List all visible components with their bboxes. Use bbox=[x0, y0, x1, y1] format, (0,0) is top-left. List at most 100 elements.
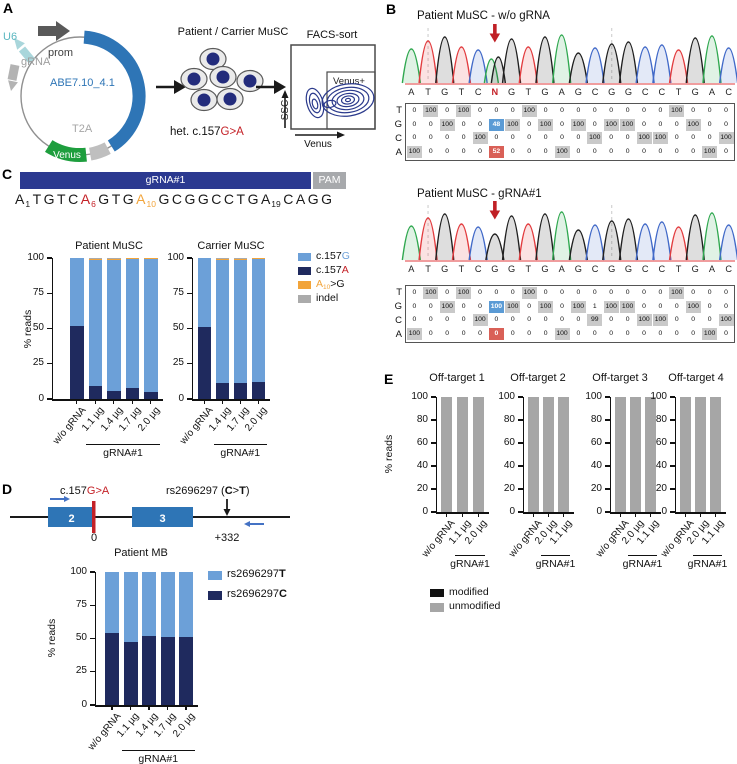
x-axis bbox=[51, 399, 163, 401]
y-tick bbox=[517, 465, 523, 467]
x-tick bbox=[714, 513, 716, 517]
bar-segment bbox=[233, 259, 247, 384]
table-cell: 100 bbox=[472, 132, 488, 145]
table-cell: 0 bbox=[609, 147, 614, 155]
grna-arrow-icon bbox=[7, 64, 20, 91]
chart-title-offtarget-2: Off-target 2 bbox=[510, 372, 566, 384]
table-cell: 100 bbox=[603, 118, 619, 131]
table-cell: 0 bbox=[428, 120, 433, 128]
table-cell: 0 bbox=[642, 289, 646, 297]
venus-axis-arrow-icon bbox=[337, 131, 345, 139]
bar-segment bbox=[88, 386, 102, 399]
table-cell: 0 bbox=[527, 302, 532, 310]
y-axis bbox=[609, 397, 611, 514]
table-cell: 0 bbox=[592, 329, 597, 337]
basecall-table-1: T 0 100 0 100 0 0 0 100 0 0 0 0 0 0 0 0 100 0 0 0 G 0 0 100 0 0 48 1… bbox=[392, 103, 737, 163]
table-cell: 0 bbox=[510, 329, 515, 337]
y-axis bbox=[51, 258, 53, 401]
sequence-base: G bbox=[43, 191, 55, 207]
base-letter: G bbox=[575, 264, 582, 274]
table-cell: 0 bbox=[428, 302, 433, 310]
x-tick bbox=[76, 400, 78, 404]
x-tick bbox=[649, 513, 651, 517]
table-cell: 100 bbox=[702, 145, 718, 158]
trace-peak bbox=[618, 218, 639, 261]
y-tick bbox=[186, 292, 192, 294]
table-cell: 0 bbox=[543, 147, 548, 155]
y-tick bbox=[669, 511, 675, 513]
sequence-base: C bbox=[283, 191, 294, 207]
table-cell: 0 bbox=[642, 147, 646, 155]
table-cell: 0 bbox=[510, 289, 515, 297]
edit-site-arrow-icon bbox=[493, 24, 497, 34]
legend-e-label: unmodified bbox=[449, 600, 500, 612]
base-letter: A bbox=[559, 264, 566, 274]
table-cell: 48 bbox=[488, 118, 504, 131]
x-tick bbox=[699, 513, 701, 517]
base-letter: T bbox=[425, 264, 431, 274]
base-letter: C bbox=[475, 264, 482, 274]
group-label: gRNA#1 bbox=[138, 752, 179, 764]
table-cell: 0 bbox=[445, 329, 450, 337]
y-tick-label: 60 bbox=[503, 436, 515, 448]
y-tick-label: 100 bbox=[27, 251, 44, 263]
venus-gate-label: Venus+ bbox=[333, 76, 365, 87]
table-cell: 100 bbox=[620, 118, 636, 131]
table-cell: 0 bbox=[724, 147, 728, 155]
text-part: G bbox=[341, 249, 350, 262]
x-tick bbox=[257, 400, 259, 404]
sequence-base: T bbox=[57, 191, 66, 207]
base-letter: C bbox=[592, 87, 599, 97]
legend-c-swatch bbox=[298, 266, 311, 275]
base-letter: N bbox=[492, 87, 499, 97]
x-axis bbox=[191, 399, 270, 401]
table-cell: 100 bbox=[505, 300, 521, 313]
y-tick bbox=[604, 442, 610, 444]
table-cell: 0 bbox=[625, 147, 630, 155]
pam-box: PAM bbox=[313, 172, 346, 189]
position-332-label: +332 bbox=[214, 532, 240, 544]
y-tick-label: 0 bbox=[38, 392, 44, 404]
table-cell: 0 bbox=[445, 316, 450, 324]
text-part: indel bbox=[316, 291, 339, 304]
group-line bbox=[455, 555, 485, 557]
table-cell: 0 bbox=[510, 134, 515, 142]
y-tick-label: 80 bbox=[503, 413, 515, 425]
legend-d-label: rs2696297C bbox=[227, 588, 287, 600]
table-cell: 0 bbox=[412, 289, 417, 297]
bar-segment bbox=[107, 258, 121, 261]
table-row-label: T bbox=[396, 105, 402, 116]
table-cell: 0 bbox=[412, 316, 417, 324]
x-tick bbox=[185, 706, 187, 710]
table-cell: 0 bbox=[461, 316, 466, 324]
text-part: unmodified bbox=[449, 600, 501, 612]
y-tick-label: 75 bbox=[32, 286, 44, 298]
table-cell: 0 bbox=[560, 316, 564, 324]
base-letter: G bbox=[625, 87, 632, 97]
legend-d-swatch bbox=[208, 570, 222, 580]
sequence-base: G bbox=[307, 191, 319, 207]
table-cell: 0 bbox=[494, 134, 499, 142]
table-cell: 100 bbox=[570, 300, 586, 313]
trace-peak bbox=[401, 225, 422, 261]
y-axis bbox=[94, 572, 96, 707]
mutation-line bbox=[92, 501, 96, 533]
chart-title-offtarget-3: Off-target 3 bbox=[592, 372, 648, 384]
y-tick-label: 0 bbox=[81, 698, 87, 710]
sequence-base: A bbox=[295, 191, 306, 207]
y-axis bbox=[522, 397, 524, 514]
table-box bbox=[405, 285, 735, 343]
table-cell: 100 bbox=[570, 118, 586, 131]
bar-segment bbox=[107, 258, 121, 259]
sequence-base: C bbox=[68, 191, 79, 207]
sequence-base-index: 6 bbox=[91, 198, 96, 209]
bar-segment bbox=[215, 258, 229, 259]
sequence-base: C bbox=[171, 191, 182, 207]
x-tick bbox=[94, 400, 96, 404]
y-tick bbox=[669, 419, 675, 421]
y-tick bbox=[669, 442, 675, 444]
table-cell: 0 bbox=[642, 120, 646, 128]
y-tick-label: 25 bbox=[172, 357, 184, 369]
